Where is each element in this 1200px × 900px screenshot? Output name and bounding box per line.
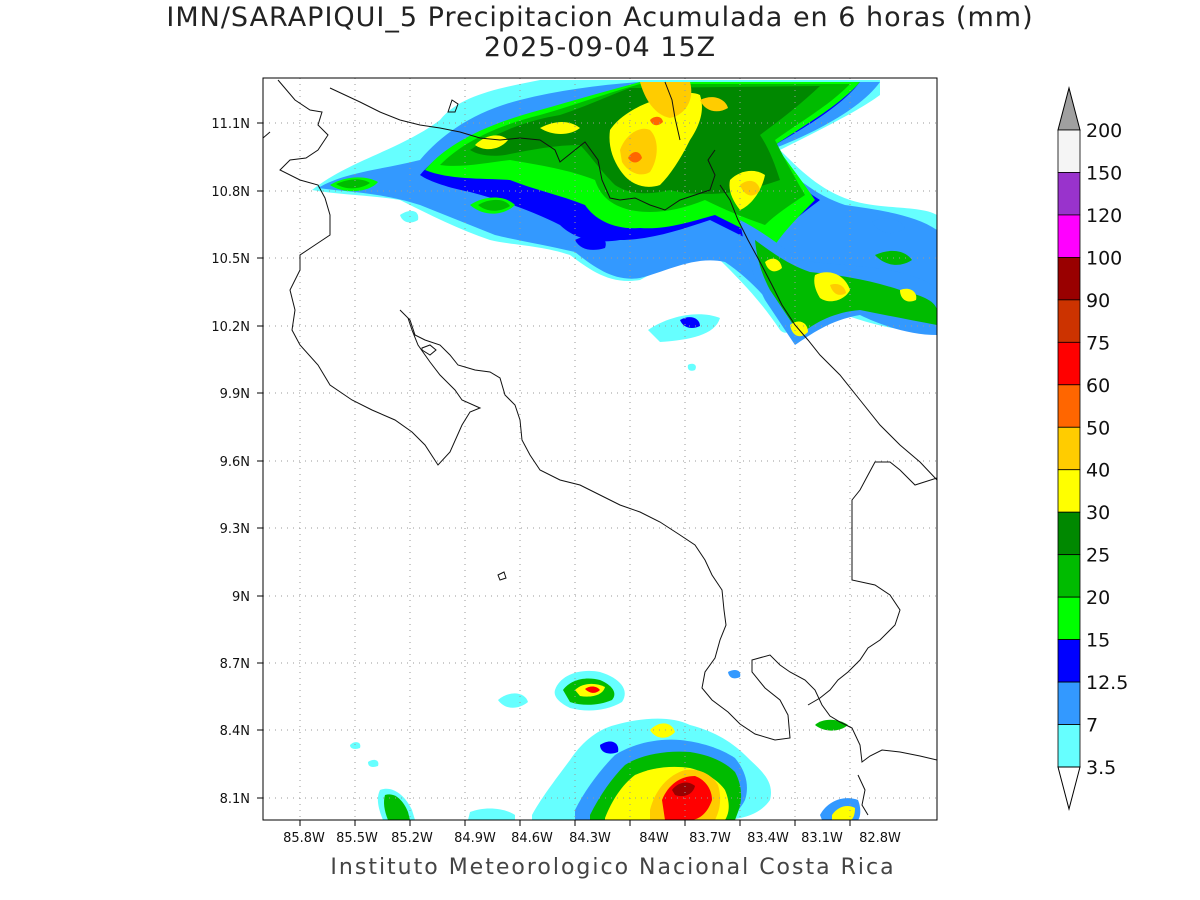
colorbar-label: 100 bbox=[1086, 247, 1122, 269]
lon-label: 83.1W bbox=[801, 831, 843, 846]
colorbar-label: 150 bbox=[1086, 162, 1122, 184]
lat-label: 10.8N bbox=[211, 185, 250, 200]
colorbar-label: 7 bbox=[1086, 715, 1098, 737]
colorbar-label: 15 bbox=[1086, 630, 1110, 652]
colorbar-label: 3.5 bbox=[1086, 757, 1116, 779]
colorbar-swatch bbox=[1057, 214, 1081, 258]
colorbar-swatch bbox=[1057, 256, 1081, 301]
colorbar-label: 12.5 bbox=[1086, 672, 1128, 694]
colorbar-label: 60 bbox=[1086, 375, 1110, 397]
precipitation-field bbox=[312, 80, 937, 820]
colorbar-label: 200 bbox=[1086, 120, 1122, 142]
latitude-labels: 11.1N 10.8N 10.5N 10.2N 9.9N 9.6N 9.3N 9… bbox=[211, 117, 250, 807]
colorbar-swatch bbox=[1057, 384, 1081, 428]
lon-label: 85.8W bbox=[283, 831, 325, 846]
colorbar-label: 20 bbox=[1086, 587, 1110, 609]
lat-label: 10.5N bbox=[211, 252, 250, 267]
axis-ticks bbox=[257, 122, 851, 826]
colorbar-swatch bbox=[1057, 681, 1081, 725]
colorbar-swatch bbox=[1057, 426, 1081, 471]
colorbar-swatch bbox=[1057, 596, 1081, 641]
coastlines bbox=[263, 79, 937, 816]
lon-label: 83.4W bbox=[747, 831, 789, 846]
lon-label: 83.7W bbox=[689, 831, 731, 846]
country-borders bbox=[329, 81, 937, 481]
colorbar-label: 75 bbox=[1086, 332, 1110, 354]
lat-label: 9.6N bbox=[220, 455, 250, 470]
lon-label: 82.8W bbox=[859, 831, 901, 846]
lat-label: 8.7N bbox=[220, 657, 250, 672]
lat-label: 9N bbox=[232, 590, 250, 605]
colorbar-label: 50 bbox=[1086, 417, 1110, 439]
lon-label: 85.2W bbox=[391, 831, 433, 846]
colorbar-swatch bbox=[1057, 129, 1081, 173]
colorbar-swatch bbox=[1057, 511, 1081, 556]
lat-label: 10.2N bbox=[211, 320, 250, 335]
colorbar-label: 30 bbox=[1086, 502, 1110, 524]
colorbar-bottom-arrow bbox=[1057, 766, 1081, 811]
colorbar-swatch bbox=[1057, 299, 1081, 343]
colorbar-label: 120 bbox=[1086, 205, 1122, 227]
colorbar-swatch bbox=[1057, 724, 1081, 768]
map-gridlines bbox=[263, 78, 937, 820]
lat-label: 9.9N bbox=[220, 387, 250, 402]
lat-label: 9.3N bbox=[220, 522, 250, 537]
lon-label: 84.9W bbox=[454, 831, 496, 846]
lat-label: 8.1N bbox=[220, 792, 250, 807]
lon-label: 84.6W bbox=[511, 831, 553, 846]
colorbar-label: 40 bbox=[1086, 460, 1110, 482]
precipitation-colorbar: 200 150 120 100 90 75 60 50 40 30 25 20 15 12.5 7 3.5 bbox=[1057, 86, 1128, 811]
colorbar-swatch bbox=[1057, 469, 1081, 513]
colorbar-label: 90 bbox=[1086, 290, 1110, 312]
colorbar-top-arrow bbox=[1057, 86, 1081, 131]
longitude-labels: 85.8W 85.5W 85.2W 84.9W 84.6W 84.3W 84W … bbox=[283, 831, 901, 846]
institution-credit: Instituto Meteorologico Nacional Costa R… bbox=[330, 855, 896, 880]
map-title: IMN/SARAPIQUI_5 Precipitacion Acumulada … bbox=[166, 2, 1034, 33]
lon-label: 85.5W bbox=[336, 831, 378, 846]
lon-label: 84.3W bbox=[569, 831, 611, 846]
colorbar-swatch bbox=[1057, 172, 1081, 216]
lat-label: 8.4N bbox=[220, 724, 250, 739]
map-timestamp: 2025-09-04 15Z bbox=[483, 32, 717, 63]
lon-label: 84W bbox=[639, 831, 669, 846]
colorbar-swatch bbox=[1057, 341, 1081, 386]
colorbar-swatch bbox=[1057, 554, 1081, 598]
map-frame bbox=[262, 77, 938, 821]
colorbar-label: 25 bbox=[1086, 545, 1110, 567]
lat-label: 11.1N bbox=[211, 117, 250, 132]
colorbar-swatch bbox=[1057, 639, 1081, 683]
